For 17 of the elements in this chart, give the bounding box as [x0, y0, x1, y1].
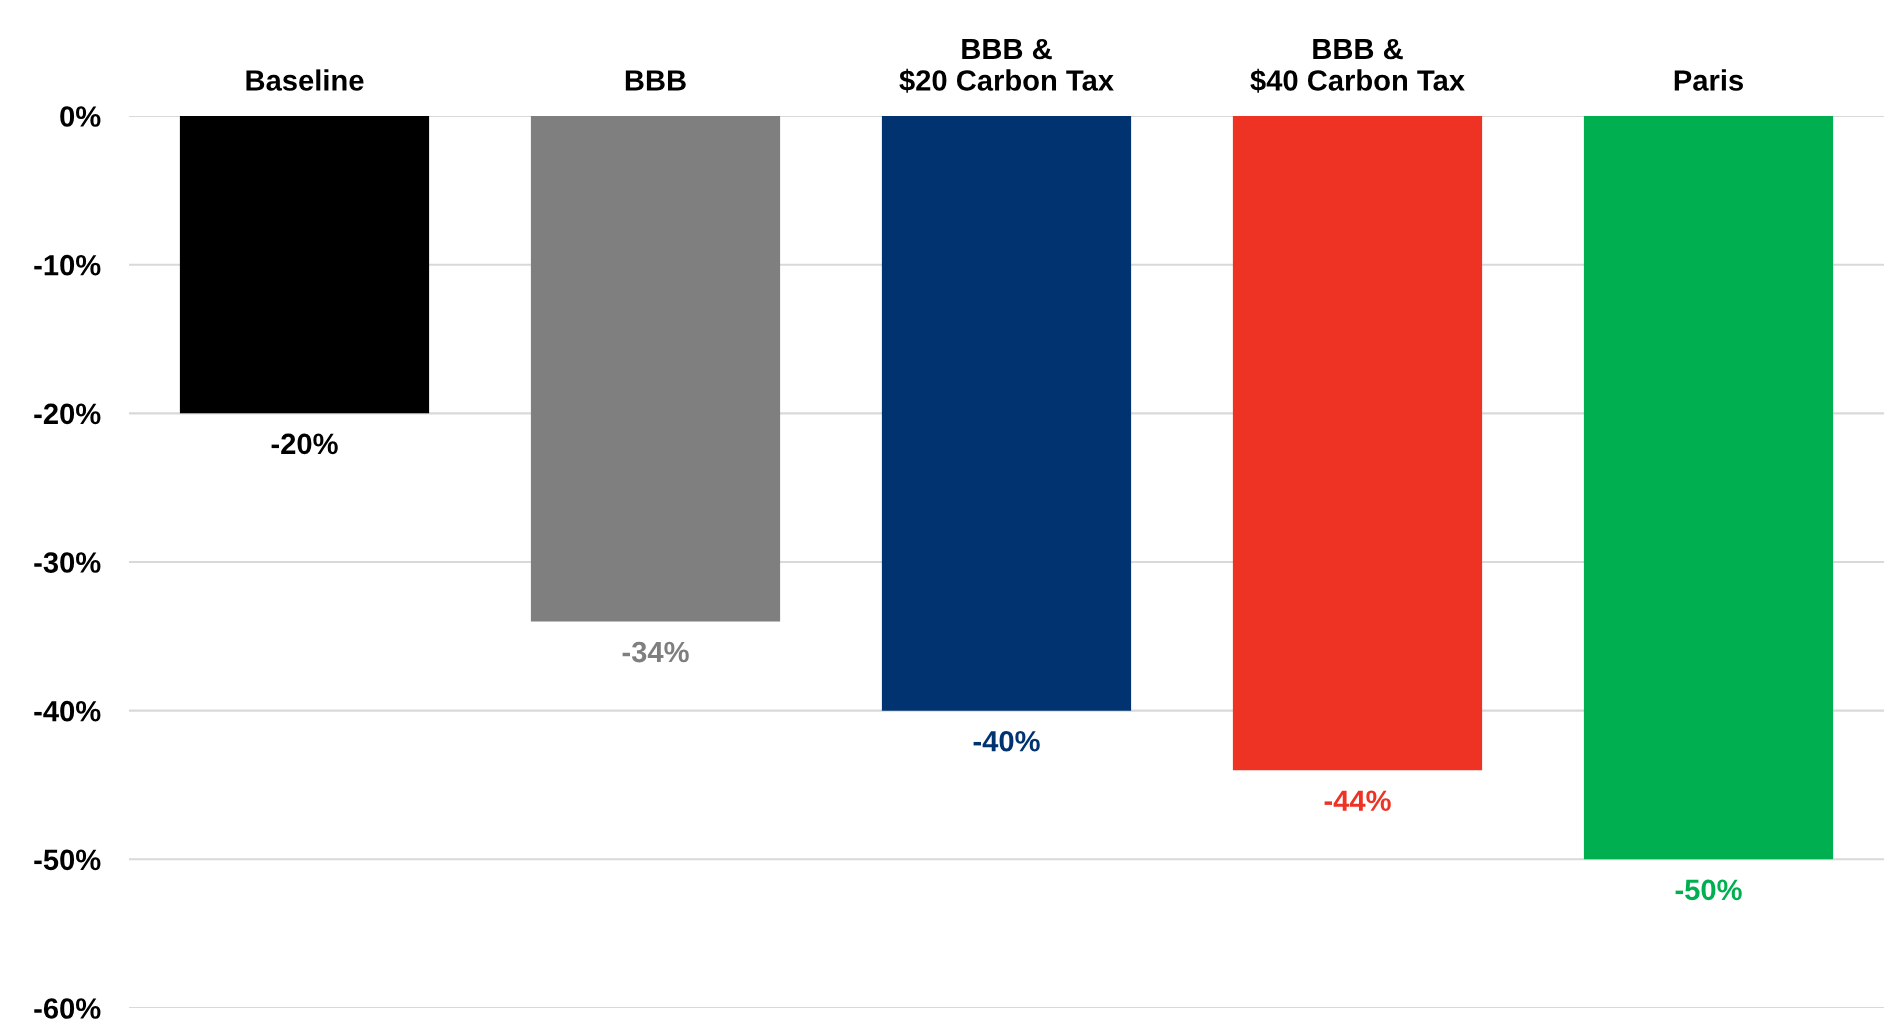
y-tick-label: -10% [34, 254, 101, 276]
y-tick-label: -40% [34, 700, 101, 722]
x-tick-label: BBB & $40 Carbon Tax [1250, 38, 1465, 93]
data-label: -34% [622, 641, 689, 663]
x-tick-label: Baseline [246, 69, 364, 91]
data-label: -44% [1324, 790, 1391, 811]
y-tick-label: 0% [60, 106, 101, 127]
x-tick-label: BBB [625, 70, 686, 91]
y-tick-label: -50% [34, 849, 101, 871]
x-tick-label: BBB & $20 Carbon Tax [899, 38, 1114, 93]
data-label: -20% [271, 433, 338, 455]
y-tick-label: -20% [34, 403, 101, 425]
data-label: -50% [1675, 879, 1742, 901]
y-tick-label: -30% [34, 552, 101, 573]
data-label: -40% [973, 730, 1040, 752]
x-tick-label: Paris [1674, 69, 1743, 91]
y-tick-label: -60% [34, 998, 101, 1019]
